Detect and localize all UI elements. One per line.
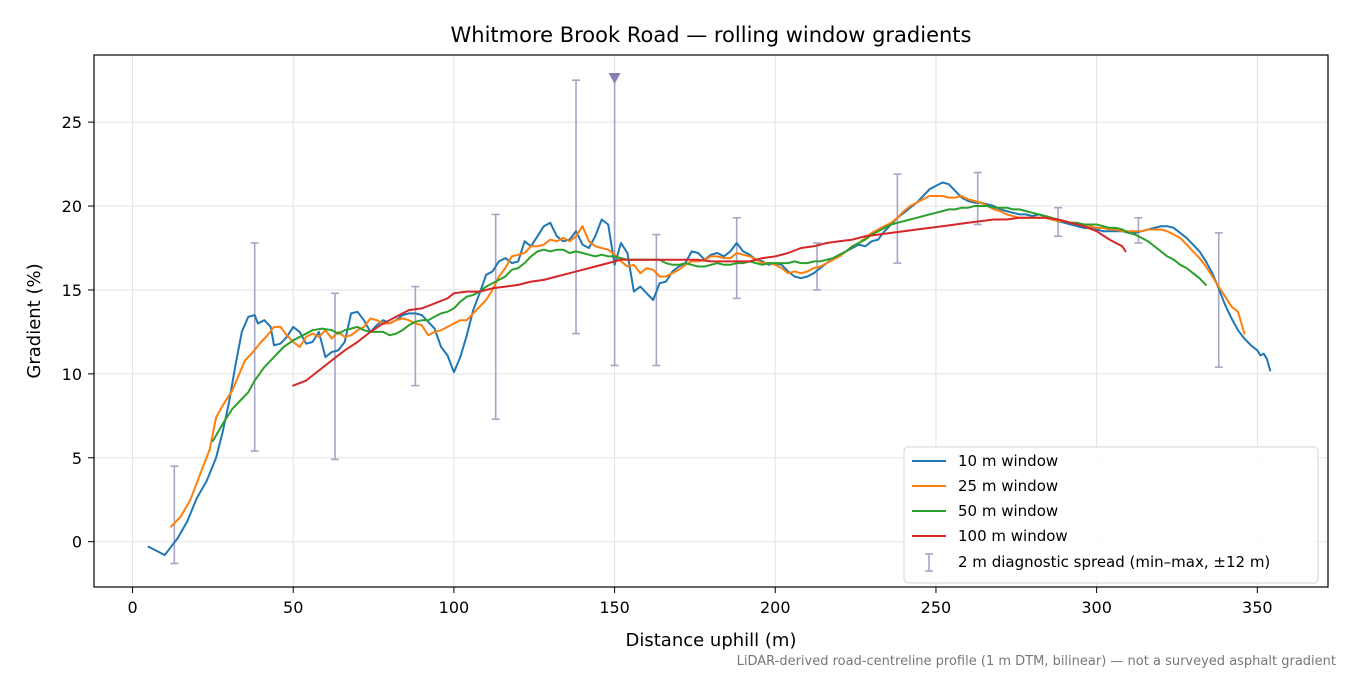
series-line-3: [292, 216, 1127, 387]
y-tick-label: 15: [62, 281, 82, 300]
x-axis-label: Distance uphill (m): [626, 630, 797, 651]
y-tick-label: 10: [62, 365, 82, 384]
legend: 10 m window 25 m window 50 m window 100 …: [903, 446, 1319, 584]
x-tick-label: 200: [760, 598, 791, 617]
plot-frame: [93, 54, 1329, 588]
series-line-2: [211, 205, 1207, 442]
chart-title: Whitmore Brook Road — rolling window gra…: [451, 23, 972, 47]
y-tick-label: 20: [62, 197, 82, 216]
x-tick-label: 250: [921, 598, 952, 617]
x-tick-label: 300: [1081, 598, 1112, 617]
y-tick-label: 25: [62, 113, 82, 132]
legend-swatch-diagnostic: [925, 553, 933, 572]
y-axis-label: Gradient (%): [24, 263, 45, 378]
footnote: LiDAR-derived road-centreline profile (1…: [737, 654, 1336, 669]
legend-label-50m: 50 m window: [958, 502, 1058, 520]
series-lines: [147, 181, 1272, 557]
x-tick-label: 100: [439, 598, 470, 617]
legend-label-10m: 10 m window: [958, 452, 1058, 470]
x-tick-label: 350: [1242, 598, 1273, 617]
legend-box: [903, 446, 1319, 584]
x-axis-ticks: 0 50 100 150 200 250 300 350: [127, 587, 1273, 617]
y-axis-ticks: 0 5 10 15 20 25: [62, 113, 94, 552]
x-tick-label: 150: [599, 598, 630, 617]
x-tick-label: 50: [283, 598, 303, 617]
y-tick-label: 0: [72, 533, 82, 552]
diagnostic-spread-bars: [170, 73, 1223, 565]
y-tick-label: 5: [72, 449, 82, 468]
legend-label-diagnostic: 2 m diagnostic spread (min–max, ±12 m): [958, 553, 1270, 571]
legend-label-25m: 25 m window: [958, 477, 1058, 495]
x-tick-label: 0: [127, 598, 137, 617]
legend-label-100m: 100 m window: [958, 527, 1068, 545]
clipped-marker: [608, 73, 621, 84]
